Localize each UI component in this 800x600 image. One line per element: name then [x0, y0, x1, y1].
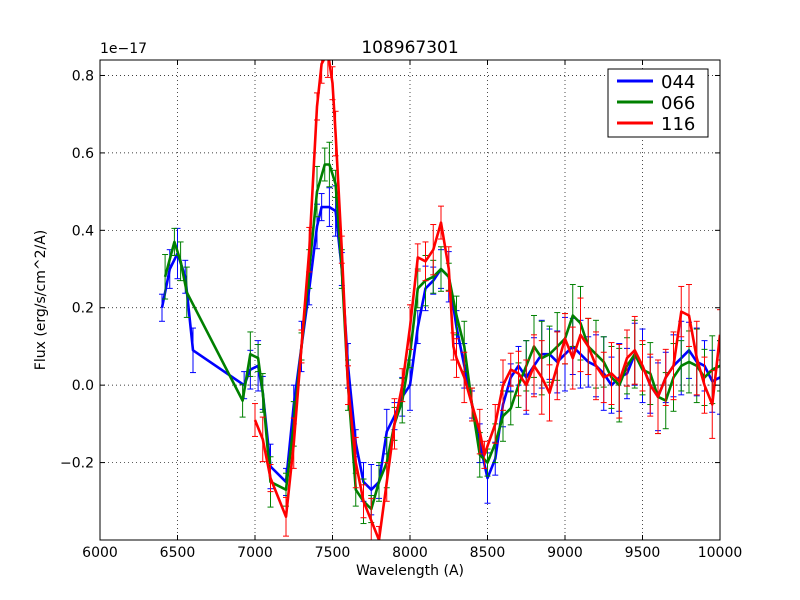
- x-tick-label: 7500: [315, 545, 351, 561]
- x-tick-label: 9000: [547, 545, 583, 561]
- legend-label-066: 066: [661, 93, 695, 114]
- y-offset-text: 1e−17: [100, 41, 147, 57]
- y-tick-label: −0.2: [60, 456, 94, 472]
- axis-ticks: 6000 6500 7000 7500 8000 8500 9000 9500 10000 −0.…: [60, 60, 742, 561]
- legend-label-044: 044: [661, 72, 695, 93]
- x-tick-label: 10000: [698, 545, 743, 561]
- chart-title: 108967301: [361, 38, 458, 58]
- x-tick-label: 7000: [237, 545, 273, 561]
- y-tick-label: 0.8: [72, 68, 94, 84]
- y-tick-label: 0.0: [72, 378, 94, 394]
- series-group: [159, 60, 720, 540]
- series-116: [252, 60, 720, 540]
- x-tick-label: 8000: [392, 545, 428, 561]
- legend-label-116: 116: [661, 114, 695, 135]
- y-tick-label: 0.6: [72, 146, 94, 162]
- series-line-116: [253, 60, 720, 540]
- x-tick-label: 6500: [160, 545, 196, 561]
- x-tick-label: 9500: [625, 545, 661, 561]
- y-axis-label: Flux (erg/s/cm^2/A): [33, 230, 49, 370]
- y-tick-label: 0.4: [72, 223, 94, 239]
- x-axis-label: Wavelength (A): [356, 563, 464, 579]
- x-tick-label: 6000: [82, 545, 118, 561]
- x-tick-label: 8500: [470, 545, 506, 561]
- y-tick-label: 0.2: [72, 301, 94, 317]
